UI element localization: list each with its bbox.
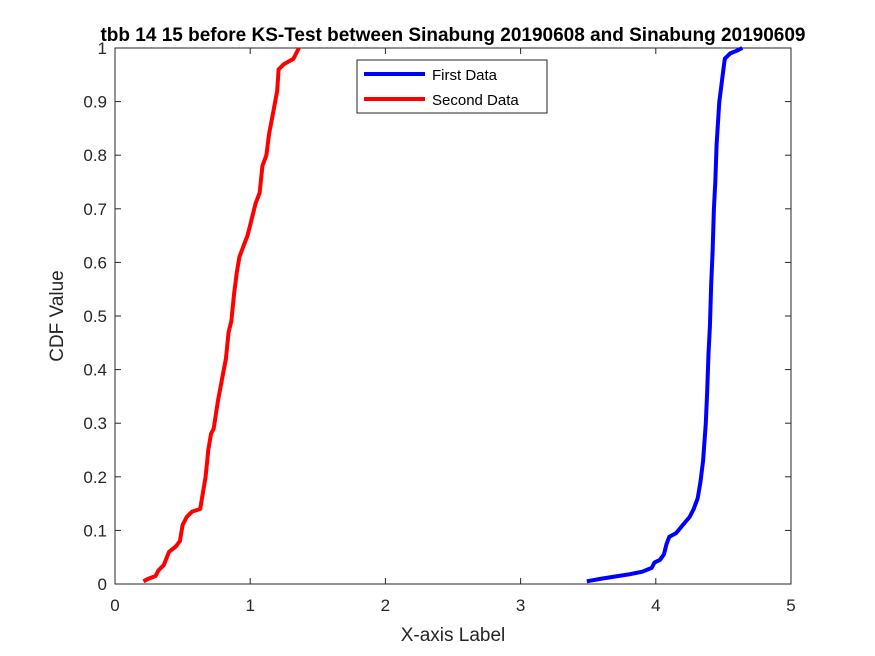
y-tick-label: 0: [98, 575, 107, 594]
x-tick-label: 2: [381, 596, 390, 615]
y-tick-label: 0.2: [83, 468, 107, 487]
y-axis-label: CDF Value: [47, 270, 68, 362]
y-tick-label: 0.7: [83, 200, 107, 219]
x-tick-label: 5: [786, 596, 795, 615]
series-line-second-data: [142, 47, 301, 584]
y-tick-label: 0.5: [83, 307, 107, 326]
y-tick-label: 1: [98, 39, 107, 58]
x-tick-label: 0: [110, 596, 119, 615]
x-tick-label: 4: [651, 596, 660, 615]
y-tick-label: 0.8: [83, 146, 107, 165]
y-tick-label: 0.6: [83, 253, 107, 272]
x-tick-label: 1: [245, 596, 254, 615]
y-tick-label: 0.4: [83, 361, 107, 380]
series-line-first-data: [586, 46, 744, 584]
y-tick-label: 0.9: [83, 93, 107, 112]
legend: First Data Second Data: [356, 59, 548, 114]
x-tick-label: 3: [516, 596, 525, 615]
y-axis-ticks: 0 0.1 0.2 0.3 0.4 0.5 0.6 0.7 0.8 0.9 1: [83, 39, 791, 594]
chart-title: tbb 14 15 before KS-Test between Sinabun…: [100, 25, 805, 46]
y-tick-label: 0.3: [83, 414, 107, 433]
legend-label-first-data: First Data: [432, 67, 498, 84]
plot-area: [114, 47, 792, 585]
y-tick-label: 0.1: [83, 521, 107, 540]
legend-label-second-data: Second Data: [432, 92, 519, 109]
x-axis-ticks: 0 1 2 3 4 5: [110, 48, 796, 615]
series-layer: [142, 46, 744, 584]
x-axis-label: X-axis Label: [401, 625, 506, 646]
legend-box: [356, 59, 548, 114]
